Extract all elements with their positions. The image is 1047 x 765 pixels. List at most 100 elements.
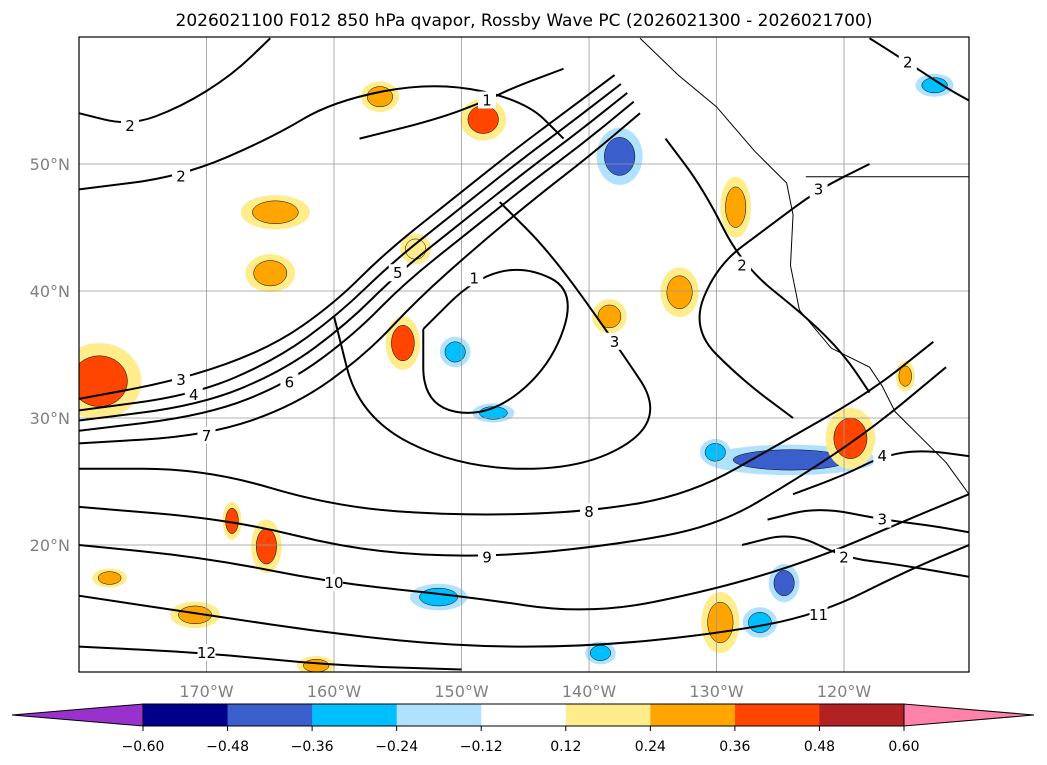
contour-line	[79, 366, 947, 557]
colorbar-segment	[734, 704, 820, 726]
contour-label-bg	[580, 502, 599, 520]
contour-label-bg	[733, 256, 752, 274]
contour-line	[422, 268, 569, 414]
contour-label-bg	[388, 264, 407, 282]
contour-label-bg	[605, 332, 624, 350]
contour-label: 7	[202, 427, 212, 445]
x-tick-label: 140°W	[562, 682, 617, 701]
contour-label: 11	[809, 606, 828, 624]
contour-line	[79, 341, 934, 516]
colorbar-tick-label: 0.48	[804, 739, 835, 755]
colorbar-segment	[143, 704, 229, 726]
anomaly-patch	[666, 275, 693, 310]
anomaly-patch	[255, 528, 277, 565]
anomaly-patch	[391, 325, 415, 362]
contour-label-bg	[121, 116, 140, 134]
contour-label: 3	[814, 180, 824, 198]
colorbar-segment	[650, 704, 736, 726]
x-tick-label: 160°W	[307, 682, 362, 701]
anomaly-patch	[467, 105, 499, 134]
anomaly-patch	[773, 570, 795, 597]
contour-line	[79, 92, 628, 422]
colorbar-tick-label: 0.60	[888, 739, 919, 755]
contour-line	[79, 37, 271, 124]
y-tick-label: 20°N	[30, 536, 70, 555]
contour-label: 12	[197, 644, 216, 662]
contour-line	[79, 74, 616, 400]
contour-label: 3	[176, 371, 186, 389]
colorbar-tick-label: −0.48	[206, 739, 249, 755]
anomaly-patch	[97, 571, 122, 585]
anomaly-patch	[303, 659, 330, 672]
coastlines	[639, 37, 969, 495]
contour-line	[79, 85, 565, 191]
contour-label-bg	[172, 370, 191, 388]
contour-label: 4	[189, 386, 199, 404]
y-tick-label: 50°N	[30, 155, 70, 174]
plot-frame	[78, 36, 970, 673]
contour-label: 2	[737, 257, 747, 275]
contour-label: 3	[610, 333, 620, 351]
contour-label-bg	[835, 548, 854, 566]
contour-line	[792, 450, 969, 496]
anomaly-patch	[921, 77, 948, 94]
anomaly-patch	[252, 200, 299, 224]
contour-label-bg	[809, 180, 828, 198]
contour-label-bg	[478, 91, 497, 109]
colorbar: −0.60 −0.48 −0.36 −0.24 −0.12 0.12 0.24 0.36 0.4…	[11, 703, 1035, 755]
contour-line	[79, 112, 641, 445]
x-tick-label: 150°W	[434, 682, 489, 701]
contour-line	[79, 83, 622, 412]
anomaly-patch	[79, 355, 128, 407]
contour-line	[698, 163, 870, 419]
colorbar-extend-high	[903, 703, 1035, 727]
anomaly-patch	[898, 365, 912, 387]
colorbar-tick-label: −0.60	[122, 739, 165, 755]
colorbar-segment	[396, 704, 482, 726]
colorbar-segment	[312, 704, 398, 726]
contour-label: 10	[324, 574, 343, 592]
colorbar-tick-label: −0.12	[460, 739, 503, 755]
contour-label-bg	[184, 386, 203, 404]
anomaly-shading	[79, 73, 954, 672]
contour-label-bg	[873, 510, 892, 528]
colorbar-segment	[227, 704, 313, 726]
y-tick-label: 40°N	[30, 282, 70, 301]
contour-line	[79, 544, 969, 648]
contour-label-bg	[465, 269, 484, 287]
colorbar-tick-label: 0.12	[550, 739, 581, 755]
anomaly-patch	[597, 304, 622, 329]
anomaly-patch	[707, 601, 734, 644]
colorbar-segment	[565, 704, 651, 726]
y-axis-ticks: 50°N 40°N 30°N 20°N	[30, 155, 70, 555]
x-axis-ticks: 170°W 160°W 150°W 140°W 130°W 120°W	[179, 682, 871, 701]
colorbar-extend-low	[11, 703, 144, 727]
coastline	[639, 37, 969, 495]
contour-line	[767, 509, 969, 534]
contour-label-bg	[197, 643, 216, 661]
colorbar-segment	[819, 704, 905, 726]
contour-label: 2	[176, 168, 186, 186]
contour-label-bg	[197, 426, 216, 444]
contour-label: 2	[903, 53, 913, 71]
contour-line	[741, 535, 969, 578]
colorbar-frame	[142, 703, 905, 727]
contour-label: 6	[285, 373, 295, 391]
contour-label: 1	[482, 92, 492, 110]
contour-label: 2	[839, 549, 849, 567]
anomaly-patch	[725, 186, 747, 228]
anomaly-patch	[419, 587, 458, 607]
contour-line	[359, 67, 564, 140]
contour-label-bg	[280, 373, 299, 391]
colorbar-segment	[481, 704, 567, 726]
contour-line	[79, 645, 462, 671]
x-tick-label: 120°W	[817, 682, 872, 701]
anomaly-patch	[253, 260, 288, 287]
contour-label: 3	[878, 511, 888, 529]
colorbar-tick-label: 0.36	[719, 739, 750, 755]
contour-label: 2	[125, 117, 135, 135]
